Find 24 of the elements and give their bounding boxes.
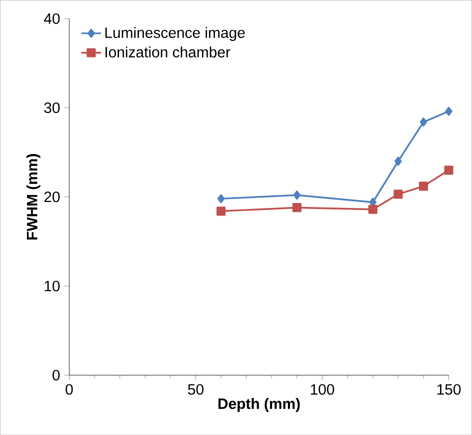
y-axis-title: FWHM (mm): [26, 154, 40, 240]
y-tick-label: 0: [52, 370, 60, 380]
point: [217, 194, 225, 204]
point: [293, 190, 301, 200]
point: [445, 106, 452, 116]
point: [394, 156, 402, 166]
legend-label: Ionization chamber: [106, 46, 230, 58]
y-tick-label: 30: [44, 102, 60, 113]
point: [444, 166, 454, 175]
point: [216, 206, 226, 216]
x-axis-title: Depth (mm): [218, 398, 300, 412]
y-tick-label: 40: [44, 13, 60, 24]
x-tick-label: 100: [310, 384, 334, 395]
point: [418, 182, 428, 191]
x-tick-label: 50: [188, 384, 204, 395]
legend-label: Luminescence image: [105, 26, 245, 41]
y-tick-label: 10: [44, 280, 60, 292]
point: [420, 117, 428, 126]
point: [394, 190, 403, 199]
y-tick-label: 20: [44, 192, 60, 202]
x-tick-label: 0: [66, 384, 73, 395]
x-tick-label: 150: [437, 384, 461, 395]
point: [292, 202, 302, 212]
point: [368, 204, 378, 214]
